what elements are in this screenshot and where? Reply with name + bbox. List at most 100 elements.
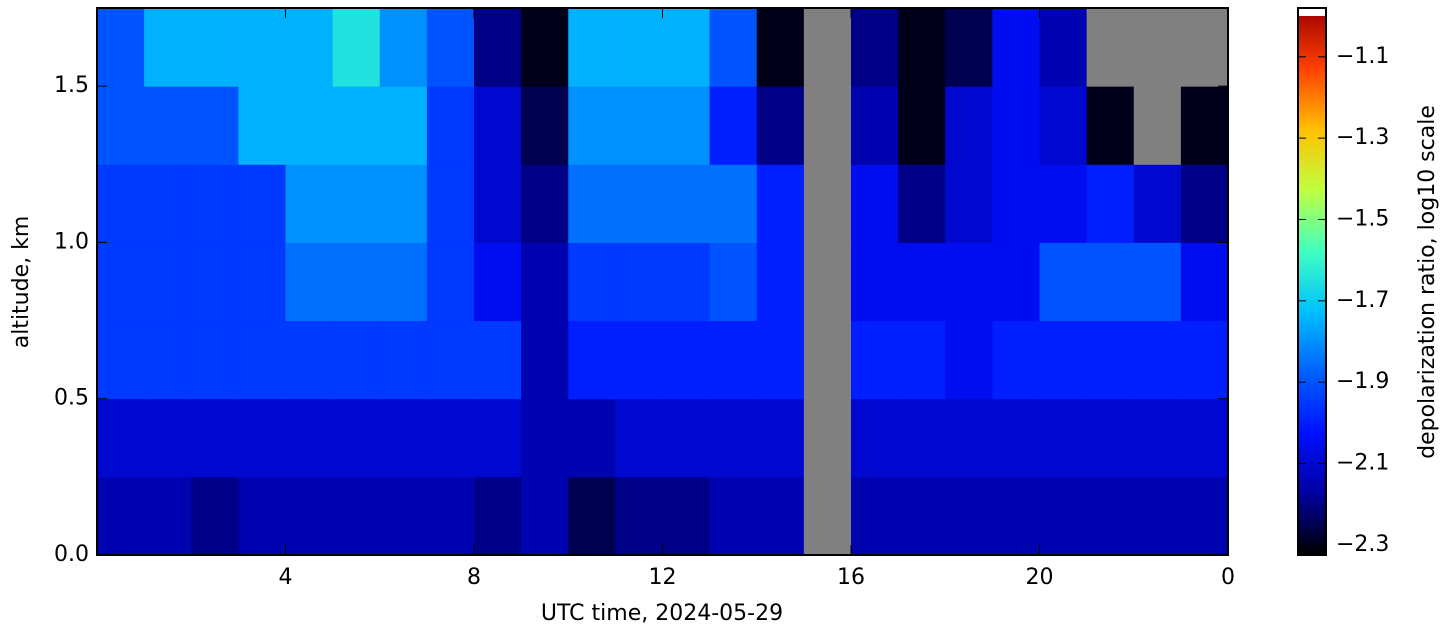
colorbar-tick-label: −1.3 <box>1336 125 1389 150</box>
cell <box>1039 8 1088 87</box>
cell <box>945 398 993 478</box>
x-tick-label: 12 <box>649 565 677 590</box>
cell <box>568 8 616 87</box>
cell <box>615 320 663 400</box>
cell <box>191 398 239 478</box>
cell <box>521 476 569 556</box>
colorbar-tick-label: −1.7 <box>1336 288 1389 313</box>
cell <box>1086 164 1135 243</box>
cell <box>662 476 711 556</box>
cell <box>615 398 663 478</box>
cell <box>191 164 239 243</box>
cell <box>332 398 381 478</box>
cell <box>285 320 334 400</box>
cell <box>568 164 616 243</box>
missing-cell <box>1133 86 1182 165</box>
cell <box>615 164 663 243</box>
cell <box>851 164 899 243</box>
cell <box>426 398 475 478</box>
cell <box>474 320 522 400</box>
cell <box>379 86 428 165</box>
cell <box>898 242 946 322</box>
cell <box>1180 476 1229 556</box>
cell <box>709 242 758 322</box>
cell <box>474 476 522 556</box>
cell <box>379 398 428 478</box>
cell <box>662 86 711 165</box>
cell <box>191 320 239 400</box>
cell <box>285 86 334 165</box>
cell <box>285 8 334 87</box>
cell <box>521 242 569 322</box>
cell <box>144 476 192 556</box>
cell <box>144 8 192 87</box>
cell <box>521 164 569 243</box>
cell <box>1180 164 1229 243</box>
cell <box>285 242 334 322</box>
cell <box>1086 86 1135 165</box>
cell <box>709 8 758 87</box>
cell <box>898 8 946 87</box>
colorbar-over <box>1298 8 1326 16</box>
cell <box>1133 164 1182 243</box>
cell <box>945 164 993 243</box>
cell <box>709 398 758 478</box>
cell <box>332 164 381 243</box>
cell <box>1039 242 1088 322</box>
cell <box>474 398 522 478</box>
cell <box>756 164 805 243</box>
colorbar-frame <box>1297 7 1327 556</box>
cell <box>992 8 1040 87</box>
cell <box>756 242 805 322</box>
cell <box>285 476 334 556</box>
cell <box>709 320 758 400</box>
cell <box>97 164 145 243</box>
x-tick-label: 8 <box>467 565 481 590</box>
cell <box>851 398 899 478</box>
cell <box>379 320 428 400</box>
cell <box>615 476 663 556</box>
cell <box>379 8 428 87</box>
cell <box>992 164 1040 243</box>
cell <box>992 398 1040 478</box>
cell <box>1086 242 1135 322</box>
cell <box>851 242 899 322</box>
cell <box>1086 398 1135 478</box>
cell <box>945 86 993 165</box>
cell <box>97 242 145 322</box>
cell <box>97 476 145 556</box>
cell <box>238 8 286 87</box>
x-tick-label: 0 <box>1221 565 1235 590</box>
cell <box>426 164 475 243</box>
cell <box>474 8 522 87</box>
cell <box>756 398 805 478</box>
cell <box>97 398 145 478</box>
cell <box>945 8 993 87</box>
cell <box>144 242 192 322</box>
cell <box>521 86 569 165</box>
cell <box>238 476 286 556</box>
cell <box>568 242 616 322</box>
colorbar <box>1298 8 1326 555</box>
cell <box>568 86 616 165</box>
missing-cell <box>803 8 852 87</box>
cell <box>992 476 1040 556</box>
cell <box>426 86 475 165</box>
missing-cell <box>1133 8 1182 87</box>
cell <box>992 86 1040 165</box>
cell <box>521 398 569 478</box>
cell <box>662 8 711 87</box>
cell <box>615 86 663 165</box>
cell <box>97 86 145 165</box>
cell <box>238 164 286 243</box>
cell <box>191 8 239 87</box>
cell <box>97 8 145 87</box>
cell <box>662 398 711 478</box>
cell <box>992 242 1040 322</box>
cell <box>945 242 993 322</box>
cell <box>332 8 381 87</box>
cell <box>1180 398 1229 478</box>
cell <box>1133 320 1182 400</box>
cell <box>568 398 616 478</box>
